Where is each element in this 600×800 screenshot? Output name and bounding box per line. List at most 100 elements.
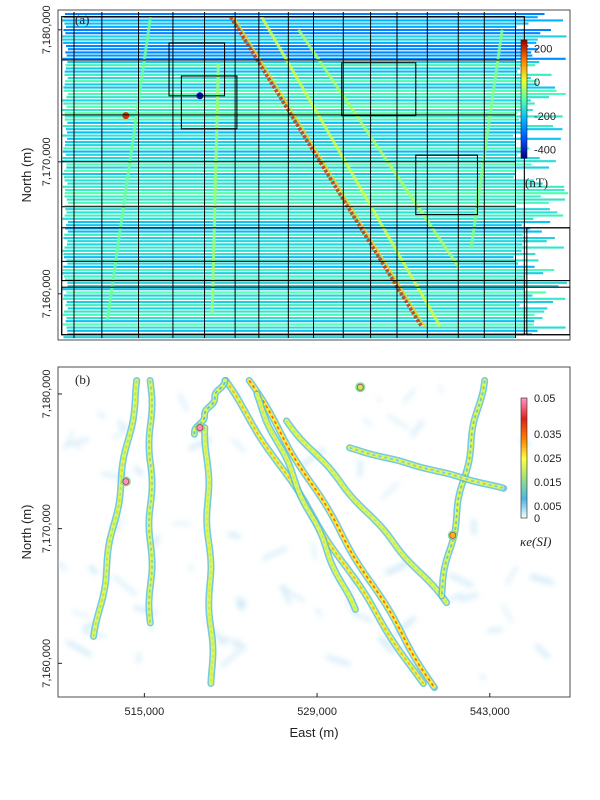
colorbar-b-frame (520, 397, 528, 519)
colorbar-b-segment (521, 440, 527, 443)
colorbar-b-segment (521, 414, 527, 417)
feature-core-3 (285, 420, 448, 604)
panel-b-x-tick-label: 515,000 (124, 706, 164, 718)
colorbar-b-segment (521, 482, 527, 485)
colorbar-b-tick-label: 0.015 (534, 477, 562, 489)
colorbar-b-segment (521, 446, 527, 449)
colorbar-a-segment (521, 122, 527, 126)
colorbar-a-segment (521, 118, 527, 122)
survey-block-5 (61, 227, 570, 282)
texture-streak (231, 438, 247, 454)
colorbar-b-segment (521, 478, 527, 481)
colorbar-a-segment (521, 79, 527, 82)
colorbar-b-segment (521, 480, 527, 483)
colorbar-a-segment (521, 59, 527, 63)
point-feature-1 (196, 424, 204, 431)
texture-streak (239, 598, 246, 610)
texture-streak (386, 414, 410, 430)
texture-streak (136, 652, 142, 664)
texture-streak (118, 516, 124, 523)
panel-b-y-tick-label: 7,170,000 (41, 504, 53, 553)
panel-a-y-tick-label: 7,170,000 (41, 137, 53, 186)
anomaly-trend-3 (210, 62, 220, 314)
colorbar-a-segment (521, 128, 527, 132)
texture-streak (384, 560, 410, 577)
colorbar-b-segment (521, 418, 527, 421)
colorbar-a-segment (521, 77, 527, 80)
colorbar-a-tick-label: -400 (534, 145, 556, 157)
survey-block-1 (168, 42, 226, 97)
texture-streak (133, 465, 144, 477)
colorbar-a-segment (521, 130, 527, 134)
colorbar-b-segment (521, 486, 527, 489)
colorbar-b-segment (521, 430, 527, 433)
texture-streak (534, 643, 551, 660)
texture-streak (233, 639, 240, 649)
colorbar-b-segment (521, 408, 527, 411)
texture-streak (112, 424, 130, 441)
texture-streak (62, 429, 75, 451)
panel-a-survey-blocks (61, 12, 570, 338)
colorbar-b-segment (521, 508, 527, 511)
texture-streak (221, 635, 248, 649)
feature-core-5 (92, 380, 138, 637)
panel-a: (a) 7,160,000 7,170,000 7,180,000 North (m… (19, 5, 571, 341)
panel-b-colorbar-unit: κe(SI) (520, 534, 552, 549)
texture-streak (357, 459, 363, 477)
feature-core-9 (193, 380, 226, 435)
colorbar-b-segment (521, 438, 527, 441)
panel-b-frame (57, 366, 571, 698)
colorbar-a-segment (521, 150, 527, 153)
colorbar-a-segment (521, 57, 527, 61)
colorbar-a-segment (521, 100, 527, 104)
colorbar-a-segment (521, 134, 527, 137)
texture-streak (487, 627, 503, 633)
colorbar-a-segment (521, 144, 527, 147)
colorbar-a-segment (521, 41, 527, 45)
colorbar-b-segment (521, 410, 527, 413)
colorbar-a-tick-label: 0 (534, 77, 540, 89)
colorbar-b-segment (521, 450, 527, 453)
colorbar-a-segment (521, 55, 527, 59)
colorbar-b-segment (521, 496, 527, 499)
colorbar-b-segment (521, 406, 527, 409)
panel-a-label: (a) (75, 12, 89, 27)
panel-a-y-tick-label: 7,180,000 (41, 5, 53, 54)
colorbar-a-segment (521, 152, 527, 155)
colorbar-a-segment (521, 81, 527, 84)
texture-streak (501, 603, 514, 624)
colorbar-b-segment (521, 460, 527, 463)
colorbar-a-segment (521, 126, 527, 130)
colorbar-a-segment (521, 116, 527, 120)
colorbar-a-segment (521, 114, 527, 118)
colorbar-a-segment (521, 85, 527, 88)
texture-streak (88, 564, 99, 576)
texture-streak (58, 561, 68, 572)
colorbar-a-segment (521, 63, 527, 67)
colorbar-b-segment (521, 504, 527, 507)
colorbar-a-segment (521, 102, 527, 106)
panel-b-x-axis-label: East (m) (289, 725, 338, 740)
texture-streak (380, 481, 400, 500)
survey-block-3 (341, 62, 417, 117)
feature-core-2 (256, 393, 357, 610)
panel-b-y-axis-label: North (m) (19, 505, 34, 560)
colorbar-b-segment (521, 472, 527, 475)
feature-core-7 (440, 380, 486, 597)
colorbar-a-segment (521, 71, 527, 75)
colorbar-b-segment (521, 452, 527, 455)
texture-streak (402, 388, 416, 404)
colorbar-a-segment (521, 73, 527, 76)
colorbar-b-segment (521, 514, 527, 517)
texture-streak (112, 574, 138, 597)
colorbar-a-segment (521, 136, 527, 139)
colorbar-b-segment (521, 516, 527, 519)
colorbar-b-tick-label: 0.005 (534, 501, 562, 513)
colorbar-b-tick-label: 0 (534, 513, 540, 525)
colorbar-b-segment (521, 400, 527, 403)
colorbar-b-segment (521, 476, 527, 479)
panel-a-colorbar: 200 0 -200 -400 (520, 39, 556, 159)
panel-b-y-tick-label: 7,160,000 (41, 639, 53, 688)
colorbar-b-segment (521, 424, 527, 427)
panel-b-x-ticks: 515,000 529,000 543,000 (124, 693, 510, 718)
